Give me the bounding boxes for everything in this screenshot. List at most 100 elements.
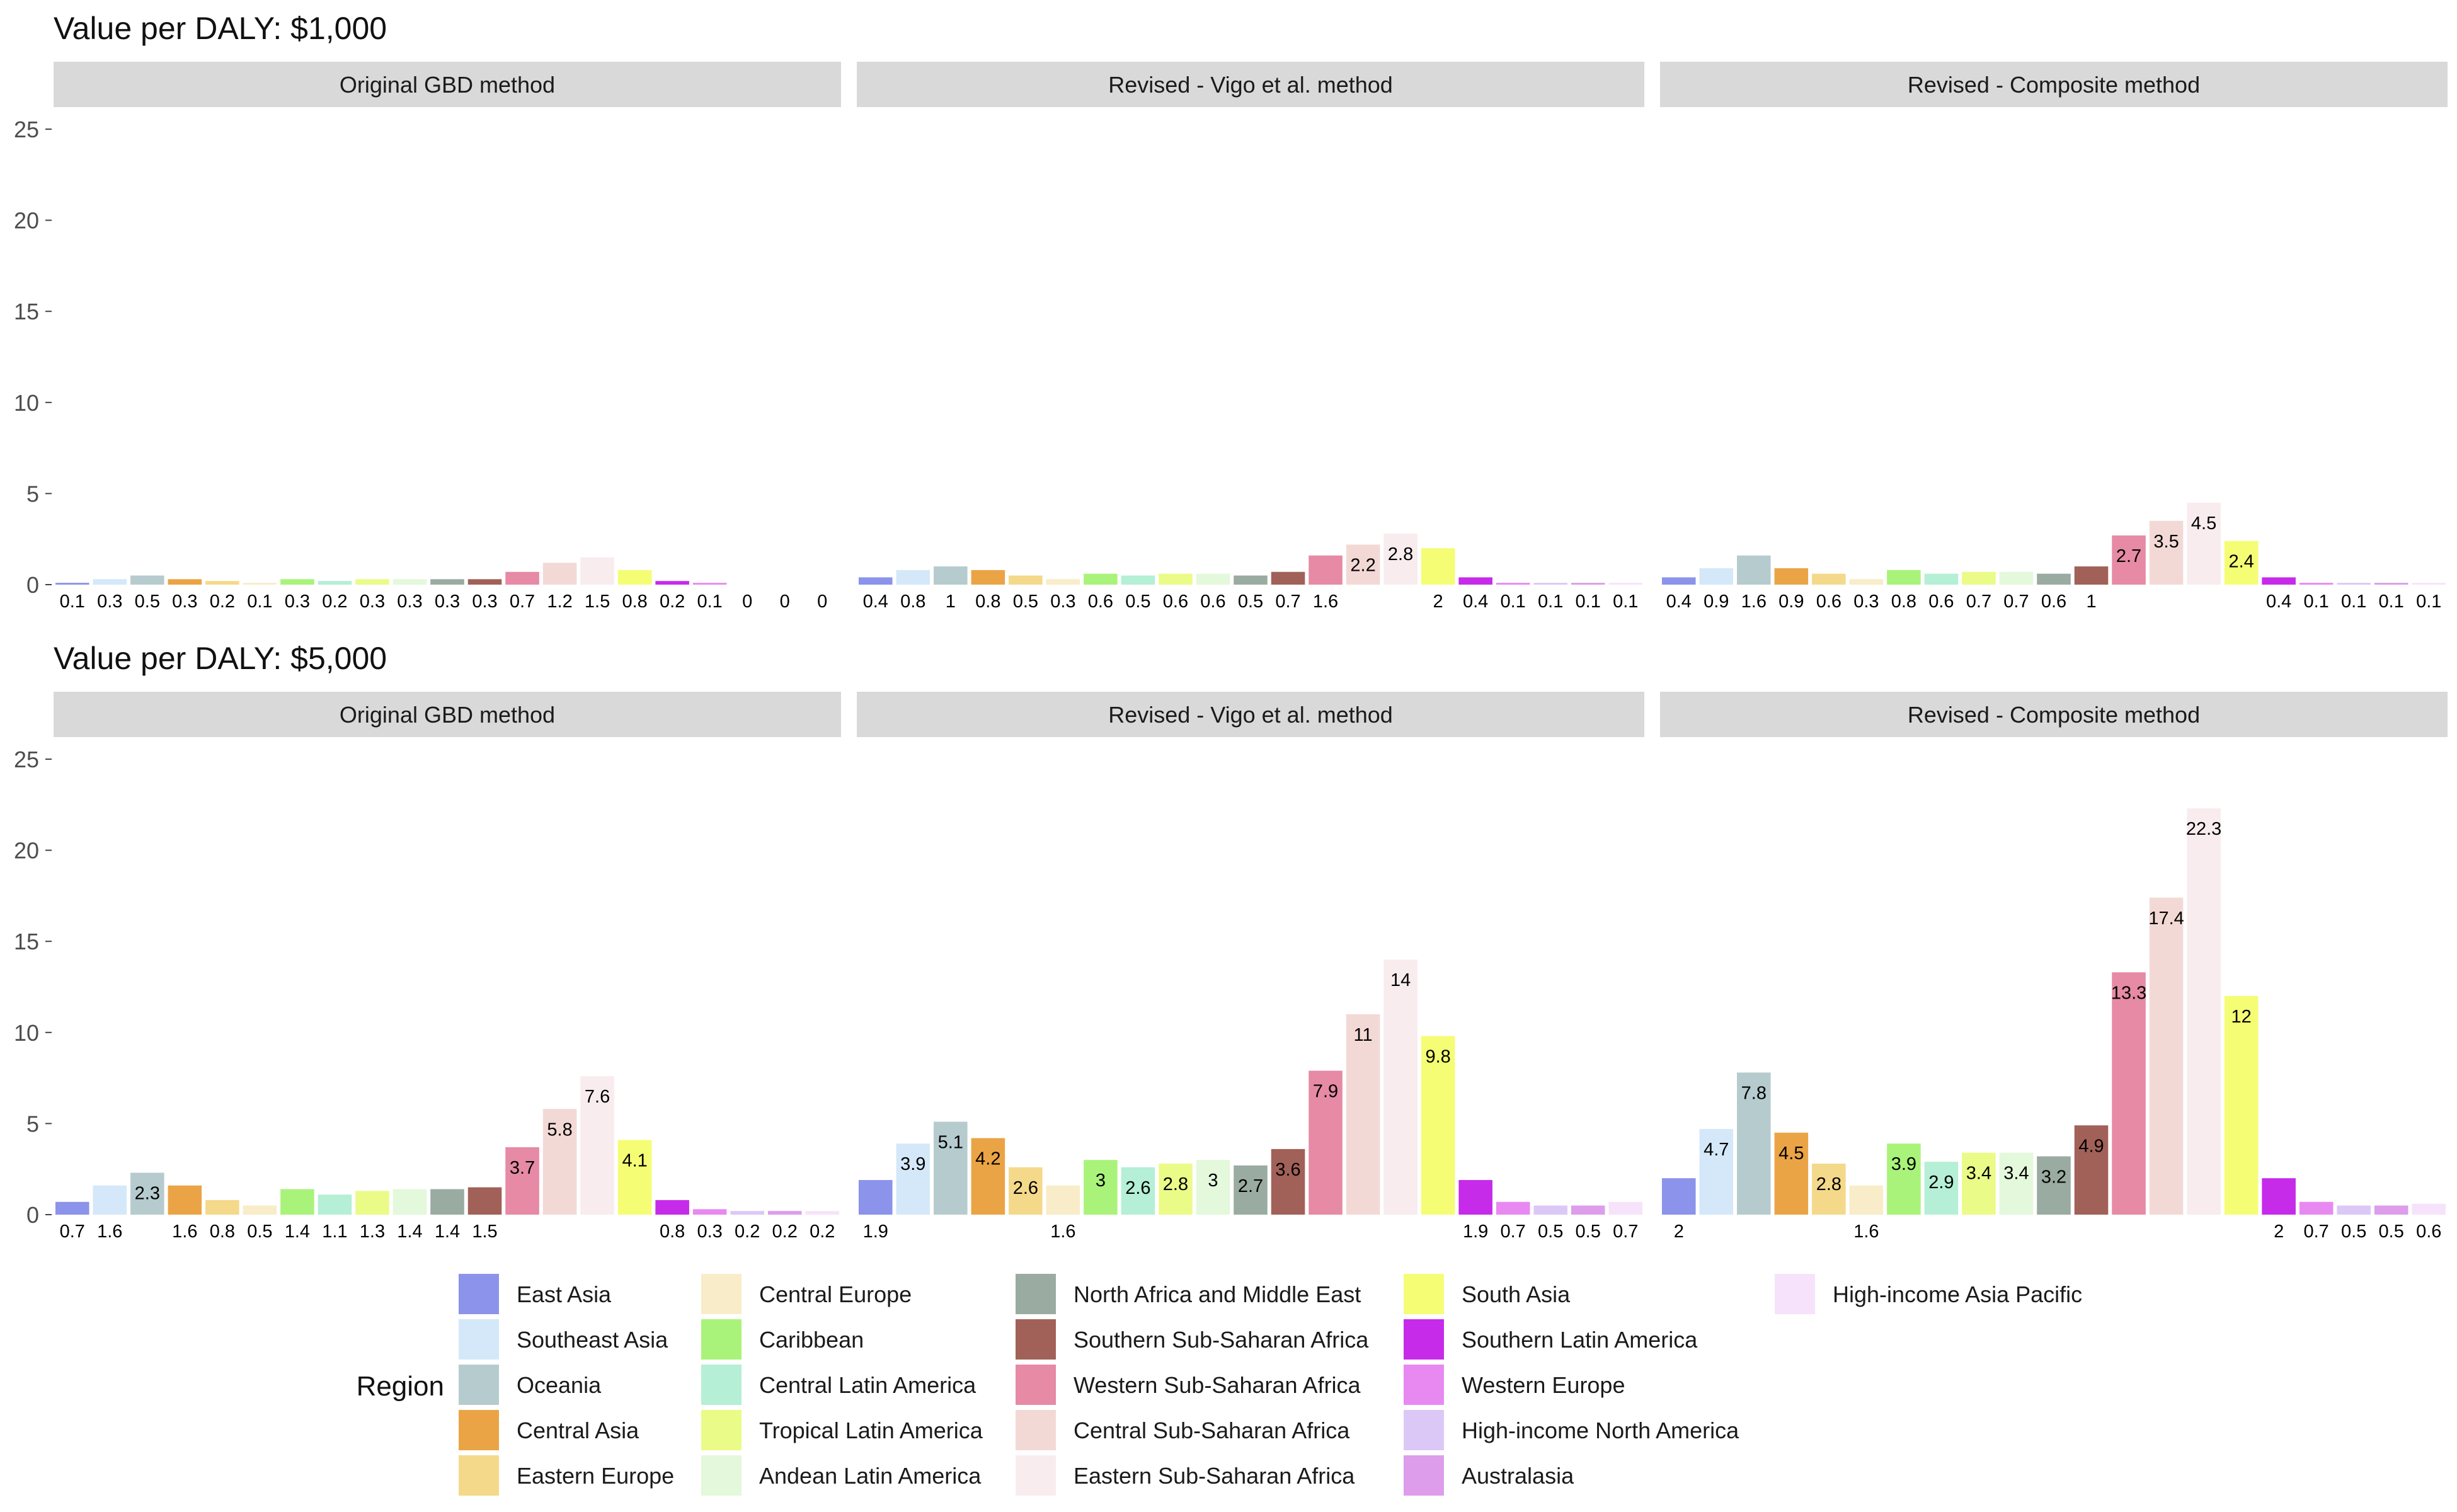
bar: [1812, 573, 1846, 585]
y-tick-label: 10: [14, 1020, 39, 1046]
bar: [1234, 1165, 1268, 1215]
legend-key: [1016, 1365, 1056, 1405]
bar-value-label: 0.8: [660, 1222, 685, 1242]
legend-label: Central Europe: [759, 1281, 912, 1307]
legend-label: Western Europe: [1462, 1372, 1625, 1398]
legend-key: [701, 1274, 742, 1314]
bar-value-label: 5.8: [547, 1120, 572, 1140]
bar-value-label: 1.6: [97, 1222, 122, 1242]
bar-value-label: 0.7: [2003, 592, 2029, 612]
legend-label: Southern Latin America: [1462, 1327, 1698, 1353]
bar-value-label: 0.7: [510, 592, 535, 612]
bar: [1159, 573, 1193, 585]
bar: [655, 581, 689, 585]
bar-value-label: 2: [2274, 1222, 2284, 1242]
bar: [1383, 534, 1418, 585]
bar: [1046, 579, 1080, 585]
bar: [318, 581, 352, 585]
bar: [934, 566, 968, 585]
bar: [430, 1189, 464, 1215]
facet-strip-label: Revised - Composite method: [1908, 702, 2200, 728]
bar-value-label: 2.3: [135, 1183, 160, 1203]
bar-value-label: 17.4: [2148, 908, 2184, 929]
bar-value-label: 3: [1096, 1171, 1106, 1191]
bar-value-label: 0: [817, 592, 827, 612]
bar-value-label: 7.8: [1741, 1083, 1767, 1103]
bar-value-label: 0.5: [247, 1222, 272, 1242]
bar-value-label: 0.1: [1501, 592, 1526, 612]
bar: [1046, 1185, 1080, 1215]
bar-value-label: 0.6: [1163, 592, 1188, 612]
bar: [1121, 1167, 1155, 1215]
bar-value-label: 0.4: [863, 592, 888, 612]
bar: [1084, 1160, 1118, 1215]
bar-value-label: 0: [780, 592, 790, 612]
bar-value-label: 2: [1433, 592, 1443, 612]
bar: [2374, 583, 2408, 585]
bar-value-label: 3.7: [510, 1158, 535, 1178]
bar-value-label: 1.6: [1853, 1222, 1879, 1242]
bar: [1737, 1072, 1771, 1215]
bar: [355, 579, 389, 585]
bar-value-label: 1: [2086, 592, 2096, 612]
bar-value-label: 2.2: [1350, 555, 1375, 575]
legend-label: Oceania: [517, 1372, 602, 1398]
bar-value-label: 0.8: [622, 592, 647, 612]
bar: [2337, 583, 2371, 585]
legend-label: Australasia: [1462, 1463, 1574, 1489]
legend-key: [1016, 1455, 1056, 1496]
bar-value-label: 0.7: [1501, 1222, 1526, 1242]
bar: [1774, 568, 1809, 585]
legend-label: Western Sub-Saharan Africa: [1074, 1372, 1361, 1398]
bar-value-label: 1.5: [585, 592, 610, 612]
bar-value-label: 0.5: [135, 592, 160, 612]
bar: [1009, 575, 1043, 585]
bar-value-label: 0.1: [1613, 592, 1638, 612]
bar: [1421, 1036, 1455, 1215]
y-tick-label: 15: [14, 299, 39, 324]
bar-value-label: 0.1: [1576, 592, 1601, 612]
bar: [2149, 897, 2184, 1215]
bar: [1812, 1164, 1846, 1215]
bar: [1774, 1132, 1809, 1215]
bar-value-label: 0.1: [2341, 592, 2366, 612]
legend-key: [1775, 1274, 1815, 1314]
bar: [55, 1201, 89, 1215]
bar: [205, 1200, 239, 1215]
bar-value-label: 1.5: [472, 1222, 497, 1242]
y-tick-label: 5: [26, 481, 39, 507]
legend-label: High-income Asia Pacific: [1833, 1281, 2082, 1307]
bar: [2074, 566, 2109, 585]
bar: [1309, 555, 1343, 585]
bar-value-label: 3.4: [1966, 1164, 1991, 1184]
bar: [1458, 577, 1492, 585]
legend-key: [459, 1365, 499, 1405]
bar-value-label: 0.3: [1050, 592, 1075, 612]
bar-value-label: 0.3: [472, 592, 497, 612]
bar-value-label: 0.8: [975, 592, 1000, 612]
bar-value-label: 0: [742, 592, 752, 612]
bar: [93, 1185, 127, 1215]
legend-key: [1404, 1319, 1444, 1360]
bar-value-label: 0.1: [697, 592, 723, 612]
bar: [280, 1189, 314, 1215]
bar-value-label: 4.9: [2078, 1136, 2104, 1156]
bar: [1533, 583, 1567, 585]
bar: [1849, 1185, 1884, 1215]
bar: [2224, 541, 2259, 585]
bar: [655, 1200, 689, 1215]
bar: [1999, 571, 2034, 585]
row-title: Value per DALY: $1,000: [54, 11, 387, 46]
bar: [692, 1209, 727, 1215]
bar: [1661, 577, 1696, 585]
legend-label: South Asia: [1462, 1281, 1571, 1307]
legend-label: Southeast Asia: [517, 1327, 668, 1353]
bar: [505, 1147, 539, 1215]
bar-value-label: 3.2: [2041, 1167, 2066, 1187]
legend-key: [1016, 1274, 1056, 1314]
bar: [971, 1138, 1005, 1215]
bar: [1383, 959, 1418, 1215]
bar-value-label: 0.8: [900, 592, 925, 612]
bar: [971, 570, 1005, 585]
bar: [1271, 571, 1305, 585]
